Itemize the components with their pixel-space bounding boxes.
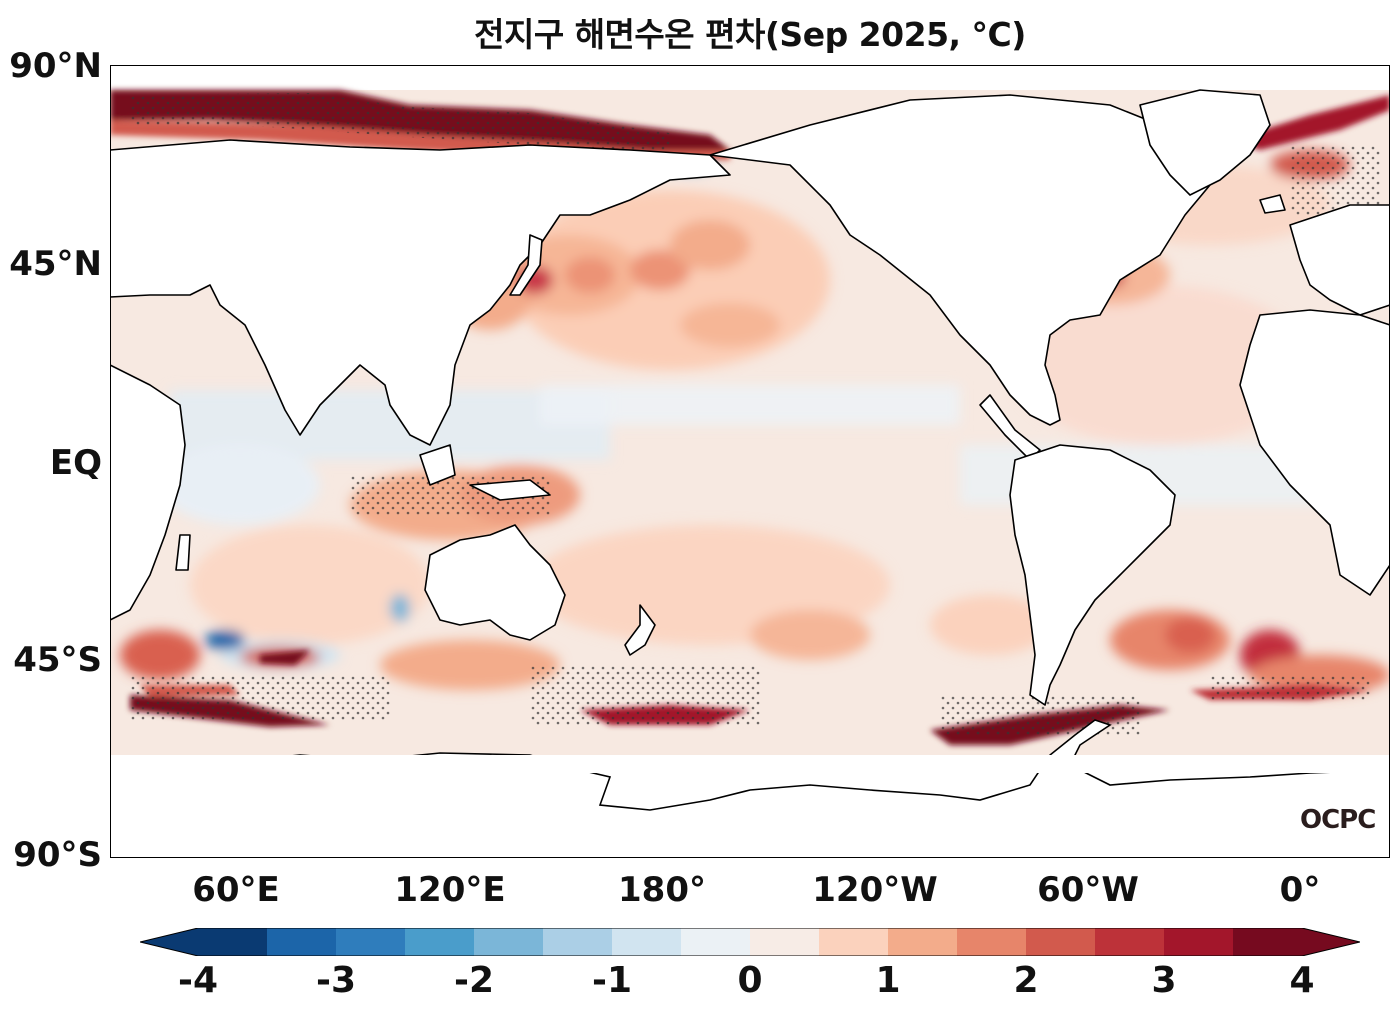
colorbar-segment xyxy=(1164,928,1234,956)
colorbar-segment xyxy=(750,928,820,956)
continents xyxy=(110,89,1390,706)
lat-label-45n: 45°N xyxy=(9,244,102,284)
sea-ice-mask xyxy=(110,755,1390,773)
colorbar-tick-label: 2 xyxy=(1013,960,1039,1001)
lat-label-45s: 45°S xyxy=(13,640,102,680)
colorbar-extend-low xyxy=(140,928,198,956)
antarctica xyxy=(110,719,1390,858)
colorbar-tick-label: -4 xyxy=(178,960,218,1001)
colorbar-tick-label: -3 xyxy=(316,960,356,1001)
lat-label-90s: 90°S xyxy=(13,835,102,875)
colorbar-segment xyxy=(681,928,751,956)
colorbar-segment xyxy=(819,928,889,956)
colorbar-segment xyxy=(474,928,544,956)
ocpc-logo: OCPC xyxy=(1300,805,1376,835)
colorbar-extend-high xyxy=(1302,928,1360,956)
colorbar-tick-label: 0 xyxy=(737,960,763,1001)
lon-label-0: 0° xyxy=(1279,870,1321,910)
colorbar-segment xyxy=(612,928,682,956)
lon-label-60e: 60°E xyxy=(192,870,280,910)
colorbar-segment xyxy=(888,928,958,956)
sst-anomaly-map xyxy=(110,65,1390,858)
lon-label-180: 180° xyxy=(618,870,706,910)
lon-label-120w: 120°W xyxy=(812,870,938,910)
colorbar-segment xyxy=(957,928,1027,956)
colorbar-tick-label: 3 xyxy=(1151,960,1177,1001)
colorbar-tick-label: 1 xyxy=(875,960,901,1001)
lon-label-120e: 120°E xyxy=(394,870,506,910)
colorbar-segment xyxy=(267,928,337,956)
colorbar-segment xyxy=(198,928,268,956)
lat-label-eq: EQ xyxy=(49,443,102,483)
map-title: 전지구 해면수온 편차(Sep 2025, °C) xyxy=(474,15,1026,54)
colorbar-tick-label: 4 xyxy=(1289,960,1315,1001)
colorbar xyxy=(140,928,1360,956)
colorbar-segment xyxy=(1095,928,1165,956)
colorbar-segment xyxy=(543,928,613,956)
colorbar-tick-label: -1 xyxy=(592,960,632,1001)
colorbar-tick-label: -2 xyxy=(454,960,494,1001)
colorbar-segment xyxy=(1233,928,1303,956)
lat-label-90n: 90°N xyxy=(9,46,102,86)
colorbar-segment xyxy=(405,928,475,956)
colorbar-segment xyxy=(336,928,406,956)
lon-label-60w: 60°W xyxy=(1037,870,1139,910)
significance-stippling xyxy=(130,93,1380,735)
colorbar-segment xyxy=(1026,928,1096,956)
